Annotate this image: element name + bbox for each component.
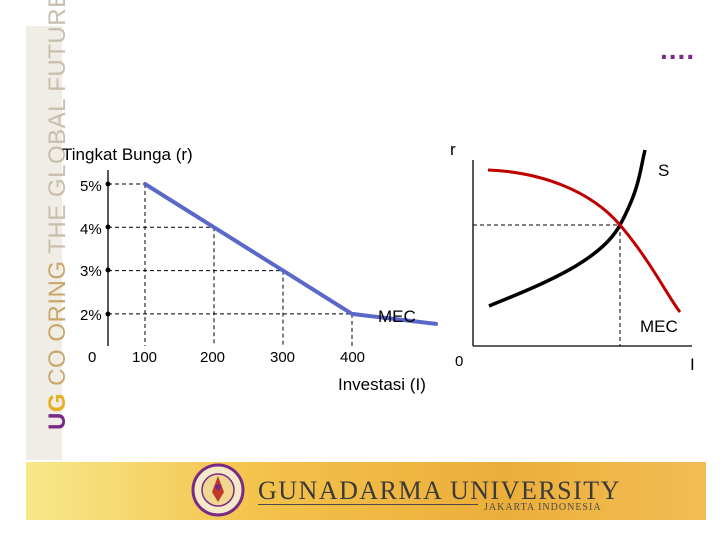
university-seal-icon xyxy=(191,463,245,517)
left-x-tick-label: 100 xyxy=(132,349,157,366)
left-mec-label: MEC xyxy=(378,307,416,326)
sidebar-banner xyxy=(26,26,62,460)
left-x-tick-label: 0 xyxy=(88,349,96,366)
footer-rule xyxy=(258,504,478,505)
supply-curve-s xyxy=(488,149,647,308)
left-x-tick-label: 300 xyxy=(270,349,295,366)
mec-line xyxy=(143,182,438,326)
left-y-tick-label: 5% xyxy=(80,178,102,195)
left-y-tick-label: 3% xyxy=(80,263,102,280)
right-chart: r I 0 S MEC xyxy=(450,140,695,374)
mec-curve-right xyxy=(487,168,682,313)
left-x-axis-label: Investasi (I) xyxy=(338,375,426,394)
mec-line-group xyxy=(108,182,438,346)
y-tick-dot xyxy=(105,267,111,273)
right-x-axis-label: I xyxy=(690,355,695,374)
right-mec-label: MEC xyxy=(640,317,678,336)
right-origin-label: 0 xyxy=(455,353,463,370)
footer-location: JAKARTA INDONESIA xyxy=(484,502,602,513)
footer-band xyxy=(26,462,706,520)
left-x-tick-label: 200 xyxy=(200,349,225,366)
left-y-tick-label: 2% xyxy=(80,307,102,324)
right-s-label: S xyxy=(658,161,669,180)
left-x-tick-label: 400 xyxy=(340,349,365,366)
left-y-axis-label: Tingkat Bunga (r) xyxy=(62,145,193,164)
left-y-tick-label: 4% xyxy=(80,221,102,238)
decorative-dots: .... xyxy=(660,34,696,65)
right-y-axis-label: r xyxy=(450,140,456,159)
footer-university-name: GUNADARMA UNIVERSITY xyxy=(258,476,621,505)
left-chart: Tingkat Bunga (r) Investasi (I) 0 100 20… xyxy=(62,145,438,394)
